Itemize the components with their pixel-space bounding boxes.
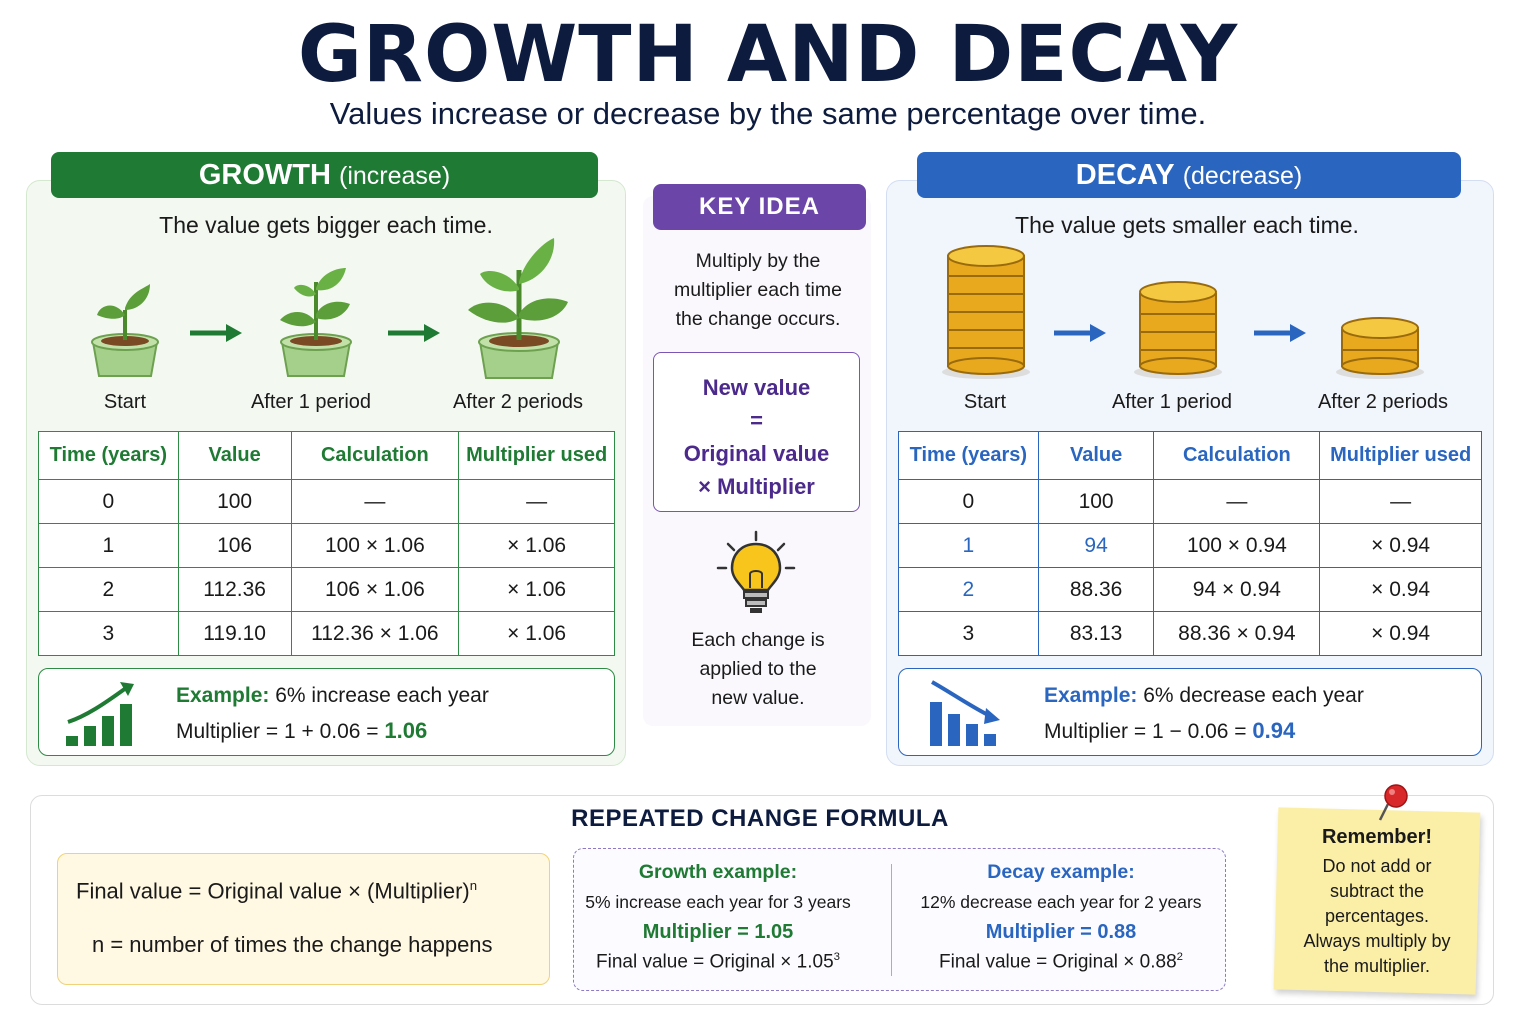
remember-text: Do not add or subtract the percentages. … [1303, 856, 1451, 976]
table-cell: 0 [898, 479, 1039, 524]
table-cell: 100 × 0.94 [1153, 523, 1321, 568]
column-header: Time (years) [38, 431, 179, 480]
key-idea-heading: KEY IDEA [653, 184, 866, 230]
page-subtitle: Values increase or decrease by the same … [329, 96, 1207, 131]
table-row: 0 100 — — [898, 479, 1482, 524]
tall-coin-stack-icon [942, 245, 1030, 379]
table-cell: 106 [177, 523, 292, 568]
formula-section-title: REPEATED CHANGE FORMULA [571, 805, 949, 832]
medium-plant-icon [280, 268, 352, 377]
table-cell: × 1.06 [458, 523, 615, 568]
main-formula: Final value = Original value × (Multipli… [76, 878, 478, 904]
column-header: Calculation [1153, 431, 1321, 480]
table-cell: 112.36 [177, 567, 292, 612]
growth-description: The value gets bigger each time. [159, 212, 493, 238]
page-title: GROWTH AND DECAY [297, 10, 1239, 100]
decay-stage-label: After 2 periods [1317, 391, 1449, 413]
table-cell: 100 [177, 479, 292, 524]
column-header: Multiplier used [458, 431, 615, 480]
main-formula-box [57, 853, 550, 985]
table-cell: 1 [38, 523, 179, 568]
column-header: Time (years) [898, 431, 1039, 480]
growth-stage-label: After 1 period [250, 391, 372, 413]
growth-example-box [38, 668, 615, 756]
key-idea-text: Multiply by the multiplier each time the… [674, 250, 842, 330]
table-cell: 100 [1037, 479, 1155, 524]
table-row: 0 100 — — [38, 479, 615, 524]
remember-title: Remember! [1321, 826, 1433, 848]
table-cell: 2 [38, 567, 179, 612]
column-header: Multiplier used [1319, 431, 1482, 480]
decay-multiplier-line: Multiplier = 1 − 0.06 = 0.94 [1044, 718, 1296, 743]
pushpin-icon [1378, 784, 1408, 821]
column-header: Value [1037, 431, 1155, 480]
examples-box [573, 848, 1226, 991]
rising-bar-chart-icon [66, 682, 134, 746]
table-header-row: Time (years) Value Calculation Multiplie… [38, 431, 615, 480]
small-plant-icon [91, 284, 159, 377]
table-header-row: Time (years) Value Calculation Multiplie… [898, 431, 1482, 480]
large-plant-icon [468, 238, 568, 379]
column-header: Value [177, 431, 292, 480]
table-cell: — [1319, 479, 1482, 524]
table-cell: 112.36 × 1.06 [290, 611, 460, 656]
table-cell: × 1.06 [458, 567, 615, 612]
lightbulb-icon [716, 530, 796, 613]
table-row: 1 106 100 × 1.06 × 1.06 [38, 523, 615, 568]
table-cell: 2 [898, 567, 1039, 612]
growth-multiplier-line: Multiplier = 1 + 0.06 = 1.06 [176, 718, 428, 743]
decay-stage-label: Start [963, 391, 1007, 413]
growth-example-line: Example: 6% increase each year [176, 684, 489, 707]
divider [891, 864, 892, 976]
table-cell: 88.36 × 0.94 [1153, 611, 1321, 656]
falling-bar-chart-icon [930, 680, 1000, 746]
small-coin-stack-icon [1336, 317, 1424, 379]
growth-stage-label: Start [103, 391, 147, 413]
table-cell: 3 [38, 611, 179, 656]
table-cell: — [458, 479, 615, 524]
n-definition: n = number of times the change happens [92, 932, 493, 957]
table-cell: 94 [1037, 523, 1155, 568]
table-cell: 106 × 1.06 [290, 567, 460, 612]
decay-table: Time (years) Value Calculation Multiplie… [898, 431, 1482, 656]
table-cell: 0 [38, 479, 179, 524]
medium-coin-stack-icon [1134, 281, 1222, 379]
table-cell: 94 × 0.94 [1153, 567, 1321, 612]
arrow-right-icon [190, 324, 242, 342]
table-row: 3 119.10 112.36 × 1.06 × 1.06 [38, 611, 615, 656]
table-cell: 1 [898, 523, 1039, 568]
column-header: Calculation [290, 431, 460, 480]
growth-stage-label: After 2 periods [452, 391, 584, 413]
decay-stage-label: After 1 period [1111, 391, 1233, 413]
table-cell: — [1153, 479, 1321, 524]
table-row: 2 88.36 94 × 0.94 × 0.94 [898, 567, 1482, 612]
table-cell: × 0.94 [1319, 523, 1482, 568]
table-cell: 83.13 [1037, 611, 1155, 656]
key-idea-note: Each change is applied to the new value. [691, 629, 825, 709]
decay-description: The value gets smaller each time. [1015, 212, 1359, 238]
table-cell: × 1.06 [458, 611, 615, 656]
decay-formula-example: Decay example: 12% decrease each year fo… [920, 861, 1202, 973]
arrow-right-icon [1054, 324, 1106, 342]
arrow-right-icon [388, 324, 440, 342]
arrow-right-icon [1254, 324, 1306, 342]
table-cell: 119.10 [177, 611, 292, 656]
decay-heading: DECAY (decrease) [917, 152, 1461, 198]
table-cell: 100 × 1.06 [290, 523, 460, 568]
table-cell: 88.36 [1037, 567, 1155, 612]
growth-table: Time (years) Value Calculation Multiplie… [38, 431, 615, 656]
table-cell: × 0.94 [1319, 611, 1482, 656]
table-cell: × 0.94 [1319, 567, 1482, 612]
table-row: 1 94 100 × 0.94 × 0.94 [898, 523, 1482, 568]
table-cell: 3 [898, 611, 1039, 656]
growth-heading: GROWTH (increase) [51, 152, 598, 198]
growth-formula-example: Growth example: 5% increase each year fo… [585, 861, 851, 973]
table-row: 2 112.36 106 × 1.06 × 1.06 [38, 567, 615, 612]
decay-example-line: Example: 6% decrease each year [1044, 684, 1364, 707]
table-cell: — [290, 479, 460, 524]
new-value-formula: New value = Original value × Multiplier [653, 352, 860, 512]
table-row: 3 83.13 88.36 × 0.94 × 0.94 [898, 611, 1482, 656]
